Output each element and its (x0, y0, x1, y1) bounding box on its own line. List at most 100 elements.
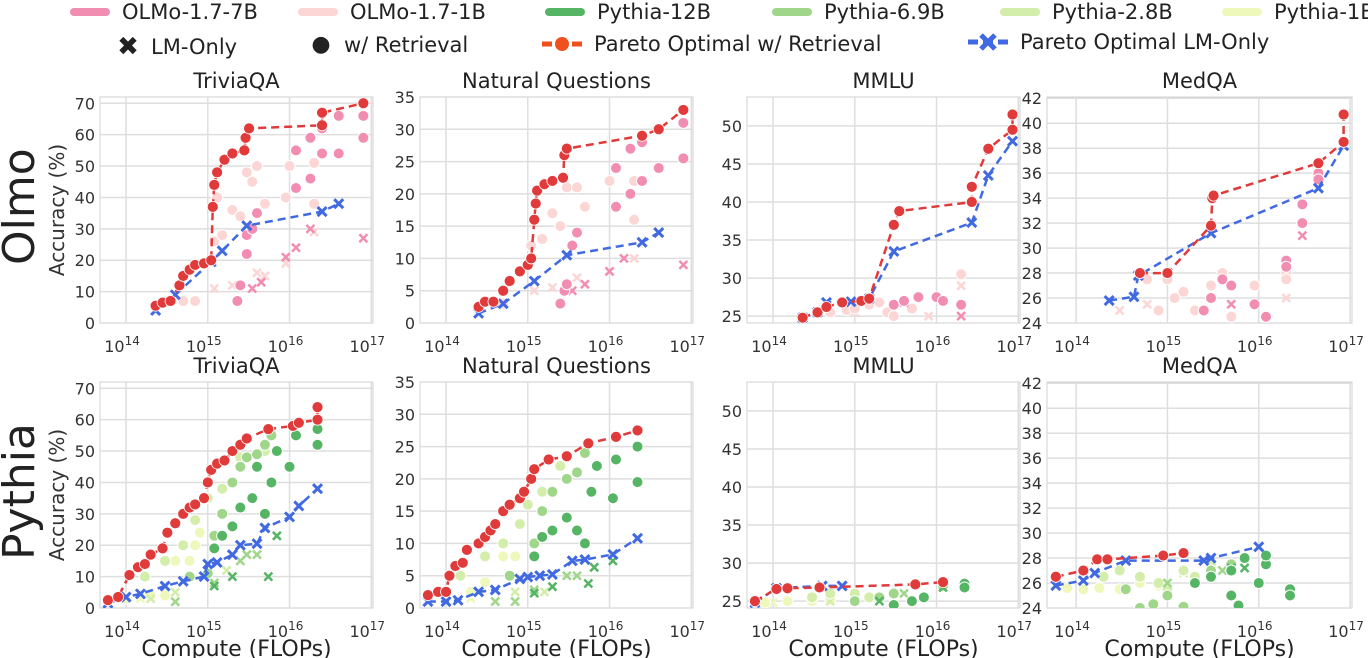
pareto-retrieval-point (503, 275, 516, 287)
retrieval-point (189, 539, 202, 552)
x-tick-label: 1014 (751, 334, 787, 356)
pareto-retrieval-point (422, 589, 434, 601)
y-tick-label: 50 (722, 402, 742, 421)
retrieval-point (258, 197, 271, 210)
retrieval-point (159, 589, 172, 602)
y-tick-label: 42 (1022, 374, 1042, 393)
pareto-lm-only-point (1089, 567, 1101, 579)
pareto-retrieval-point (198, 492, 210, 505)
retrieval-point (571, 466, 584, 479)
x-tick-label: 1017 (669, 334, 705, 356)
pareto-retrieval-point (443, 569, 456, 582)
retrieval-point (290, 182, 303, 195)
pareto-lm-only-point (888, 245, 900, 258)
panel-olmo-triviaqa: 0 10 20 30 40 50 60 70 1014 1015 1016 1017 TriviaQA (75, 69, 385, 356)
y-tick-label: 32 (1022, 214, 1042, 233)
pareto-retrieval-point (218, 153, 231, 166)
lm-only-point (510, 586, 521, 597)
pareto-retrieval-point (749, 595, 761, 608)
pareto-lm-only-point (1050, 579, 1062, 592)
retrieval-point (311, 438, 324, 451)
retrieval-point (806, 591, 819, 604)
retrieval-point (566, 239, 579, 252)
retrieval-point (208, 542, 221, 555)
retrieval-point (554, 297, 567, 310)
pareto-retrieval-point (610, 430, 622, 443)
retrieval-point (183, 554, 196, 567)
panel-title: Natural Questions (462, 354, 651, 378)
retrieval-point (509, 550, 522, 563)
legend-label: Pareto Optimal w/ Retrieval (594, 32, 882, 56)
marks (1103, 108, 1350, 323)
retrieval-point (246, 222, 259, 235)
retrieval-point (898, 294, 911, 307)
y-tick-label: 42 (1022, 89, 1042, 108)
pareto-retrieval-point (164, 295, 177, 307)
retrieval-point (246, 175, 259, 188)
x-tick-label: 1015 (506, 334, 542, 356)
retrieval-point (513, 518, 526, 531)
pareto-retrieval-point (316, 106, 328, 119)
retrieval-point (677, 152, 690, 165)
legend-label: OLMo-1.7-7B (122, 0, 258, 24)
pareto-retrieval-point (102, 594, 114, 607)
pareto-lm-only-point (966, 216, 978, 229)
y-tick-label: 20 (75, 536, 95, 555)
pareto-retrieval-point (513, 265, 526, 278)
pareto-lm-only-point (473, 586, 485, 598)
y-tick-label: 60 (75, 126, 95, 145)
y-tick-label: 30 (1022, 239, 1042, 258)
retrieval-point (781, 595, 794, 608)
pareto-retrieval-point (982, 142, 995, 155)
lm-only-point (241, 549, 252, 560)
legend-swatch (70, 8, 110, 16)
pareto-retrieval-point (560, 450, 573, 463)
y-tick-label: 0 (85, 599, 95, 618)
marks (796, 108, 1019, 323)
plot-area (1046, 96, 1353, 324)
retrieval-point (503, 569, 516, 582)
retrieval-point (1238, 552, 1251, 565)
lm-only-point (510, 596, 521, 607)
pareto-retrieval-point (243, 122, 255, 135)
retrieval-point (226, 520, 239, 533)
retrieval-point (628, 213, 641, 226)
y-tick-label: 70 (75, 94, 95, 113)
y-tick-label: 40 (1022, 114, 1042, 133)
retrieval-point (1259, 310, 1272, 323)
retrieval-point (1252, 577, 1265, 590)
lm-only-point (572, 570, 582, 581)
retrieval-point (258, 507, 271, 520)
lm-only-point (1239, 563, 1250, 573)
retrieval-point (189, 295, 202, 308)
y-tick-label: 10 (75, 568, 95, 587)
legend-label: Pythia-2.8B (1052, 0, 1173, 24)
pareto-retrieval-point (112, 591, 125, 603)
retrieval-point (1280, 260, 1293, 273)
lm-only-point (209, 581, 220, 591)
lm-only-point (572, 272, 582, 283)
pareto-lm-only-point (316, 206, 328, 218)
pareto-retrieval-point (781, 582, 794, 595)
retrieval-point (1147, 598, 1160, 608)
x-tick-label: 1017 (669, 619, 705, 641)
retrieval-point (571, 181, 584, 194)
pareto-lm-only-point (251, 538, 263, 550)
retrieval-point (536, 505, 549, 518)
lm-only-point (923, 311, 934, 322)
retrieval-point (1093, 582, 1106, 595)
retrieval-point (521, 498, 534, 511)
lm-only-point (170, 587, 181, 598)
pareto-retrieval-point (238, 144, 251, 157)
retrieval-point (251, 207, 264, 220)
y-tick-label: 34 (1022, 474, 1042, 493)
retrieval-point (1152, 577, 1165, 590)
x-tick-label: 1017 (349, 619, 385, 641)
retrieval-point (169, 554, 182, 567)
retrieval-point (357, 109, 370, 122)
pareto-lm-only-point (241, 220, 253, 232)
retrieval-point (1119, 583, 1132, 596)
retrieval-point (177, 539, 190, 552)
pareto-lm-only-point (177, 575, 189, 587)
